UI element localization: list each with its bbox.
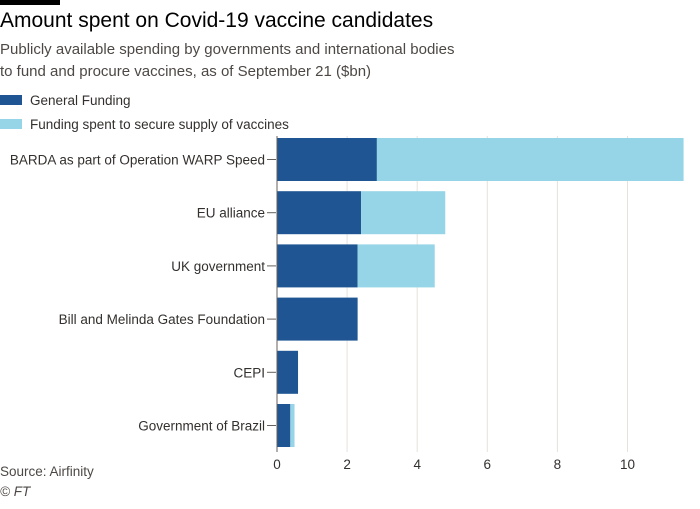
source-note: Source: Airfinity (0, 464, 94, 479)
category-label: UK government (171, 259, 265, 274)
legend-label-general-funding: General Funding (30, 92, 131, 108)
legend-item-general-funding: General Funding (0, 88, 289, 112)
category-label: Bill and Melinda Gates Foundation (59, 312, 265, 327)
x-tick-label: 0 (273, 457, 281, 472)
x-tick-label: 4 (413, 457, 421, 472)
x-tick-label: 2 (343, 457, 351, 472)
ft-credit: © FT (0, 484, 31, 499)
bar-bill-and-melinda-gates-foundation-general (277, 297, 358, 341)
bar-uk-government-supply (357, 244, 435, 288)
bar-barda-as-part-of-operation-warp-speed-general (277, 138, 377, 181)
bar-cepi-general (277, 350, 299, 394)
bar-uk-government-general (277, 244, 358, 288)
legend-swatch-general-funding (0, 95, 22, 105)
legend-swatch-supply-funding (0, 119, 22, 129)
bar-government-of-brazil-supply (290, 404, 295, 447)
bar-barda-as-part-of-operation-warp-speed-supply (376, 138, 684, 181)
top-rule (0, 0, 60, 5)
bar-government-of-brazil-general (277, 404, 291, 447)
chart-subtitle: Publicly available spending by governmen… (0, 41, 455, 80)
chart-title: Amount spent on Covid-19 vaccine candida… (0, 9, 434, 32)
category-label: EU alliance (197, 206, 265, 221)
x-tick-label: 8 (554, 457, 562, 472)
category-label: CEPI (233, 365, 265, 380)
legend-item-supply-funding: Funding spent to secure supply of vaccin… (0, 112, 289, 136)
bar-eu-alliance-supply (361, 191, 446, 235)
legend: General Funding Funding spent to secure … (0, 88, 289, 136)
category-label: Government of Brazil (138, 419, 265, 434)
x-tick-label: 10 (620, 457, 635, 472)
category-label: BARDA as part of Operation WARP Speed (10, 153, 265, 168)
legend-label-supply-funding: Funding spent to secure supply of vaccin… (30, 116, 289, 132)
bar-eu-alliance-general (277, 191, 362, 235)
x-tick-label: 6 (484, 457, 492, 472)
